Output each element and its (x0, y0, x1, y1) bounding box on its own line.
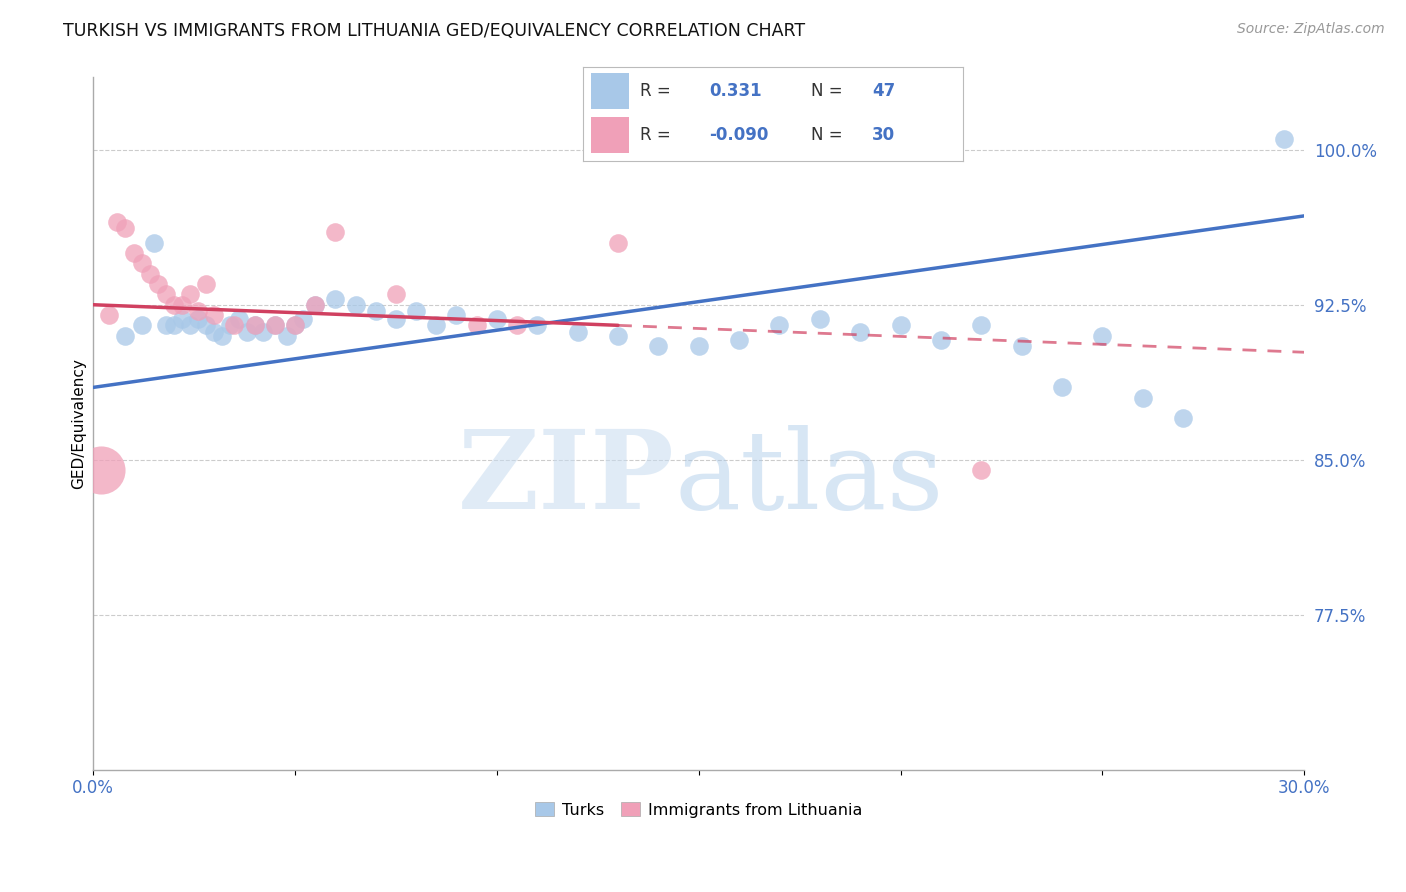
Point (179, 318, 201, 333)
Text: 0.331: 0.331 (709, 82, 762, 100)
Point (195, 318, 218, 333)
Point (567, 325, 589, 339)
Y-axis label: GED/Equivalency: GED/Equivalency (72, 358, 86, 489)
Point (929, 333, 952, 347)
Point (114, 221, 136, 235)
Point (163, 318, 186, 333)
Point (1171, 411, 1194, 425)
Point (187, 312, 209, 326)
Point (385, 312, 408, 326)
Point (142, 235, 165, 250)
Text: atlas: atlas (675, 425, 943, 533)
Point (1011, 339, 1033, 353)
Point (228, 312, 250, 326)
Point (107, 215, 129, 229)
Text: ZIP: ZIP (458, 425, 675, 533)
Point (146, 277, 169, 291)
Legend: Turks, Immigrants from Lithuania: Turks, Immigrants from Lithuania (529, 796, 869, 824)
Point (1272, 132, 1295, 146)
Point (607, 235, 630, 250)
Point (808, 312, 831, 326)
FancyBboxPatch shape (591, 118, 628, 153)
Point (292, 312, 315, 326)
Point (90, 463, 112, 477)
Point (163, 298, 186, 312)
Point (304, 298, 326, 312)
Point (243, 318, 266, 333)
Point (219, 318, 242, 333)
Text: N =: N = (811, 82, 842, 100)
FancyBboxPatch shape (591, 73, 628, 109)
Point (647, 339, 669, 353)
Point (364, 304, 387, 318)
Point (170, 298, 193, 312)
Point (1132, 391, 1154, 405)
Point (202, 308, 225, 322)
Point (970, 463, 993, 477)
Point (211, 328, 233, 343)
Text: 30: 30 (872, 127, 896, 145)
Point (263, 318, 285, 333)
Point (155, 287, 177, 301)
Point (170, 312, 193, 326)
Point (465, 318, 488, 333)
Point (506, 318, 529, 333)
Text: -0.090: -0.090 (709, 127, 768, 145)
Point (1091, 328, 1114, 343)
Point (405, 304, 427, 318)
Point (114, 328, 136, 343)
Point (202, 325, 225, 339)
Point (195, 277, 218, 291)
Point (224, 318, 246, 333)
Point (385, 287, 408, 301)
Point (425, 318, 447, 333)
Text: R =: R = (641, 127, 671, 145)
Point (728, 333, 751, 347)
Point (344, 298, 367, 312)
Point (263, 318, 285, 333)
Text: N =: N = (811, 127, 842, 145)
Point (276, 328, 298, 343)
Point (889, 318, 911, 333)
Point (131, 256, 153, 270)
Point (970, 318, 993, 333)
Point (179, 287, 201, 301)
Point (235, 325, 257, 339)
Point (325, 292, 347, 306)
Point (138, 267, 160, 281)
Point (1050, 380, 1073, 394)
Text: R =: R = (641, 82, 671, 100)
Point (485, 312, 508, 326)
Point (304, 298, 326, 312)
Point (446, 308, 468, 322)
Point (768, 318, 790, 333)
Point (688, 339, 710, 353)
Point (252, 325, 274, 339)
Point (122, 246, 145, 260)
Text: TURKISH VS IMMIGRANTS FROM LITHUANIA GED/EQUIVALENCY CORRELATION CHART: TURKISH VS IMMIGRANTS FROM LITHUANIA GED… (63, 22, 806, 40)
Point (849, 325, 872, 339)
Text: Source: ZipAtlas.com: Source: ZipAtlas.com (1237, 22, 1385, 37)
Point (187, 304, 209, 318)
Point (98, 308, 121, 322)
Text: 47: 47 (872, 82, 896, 100)
Point (155, 318, 177, 333)
Point (243, 318, 266, 333)
Point (325, 226, 347, 240)
Point (526, 318, 548, 333)
Point (607, 328, 630, 343)
Point (284, 318, 307, 333)
Point (284, 318, 307, 333)
Point (131, 318, 153, 333)
